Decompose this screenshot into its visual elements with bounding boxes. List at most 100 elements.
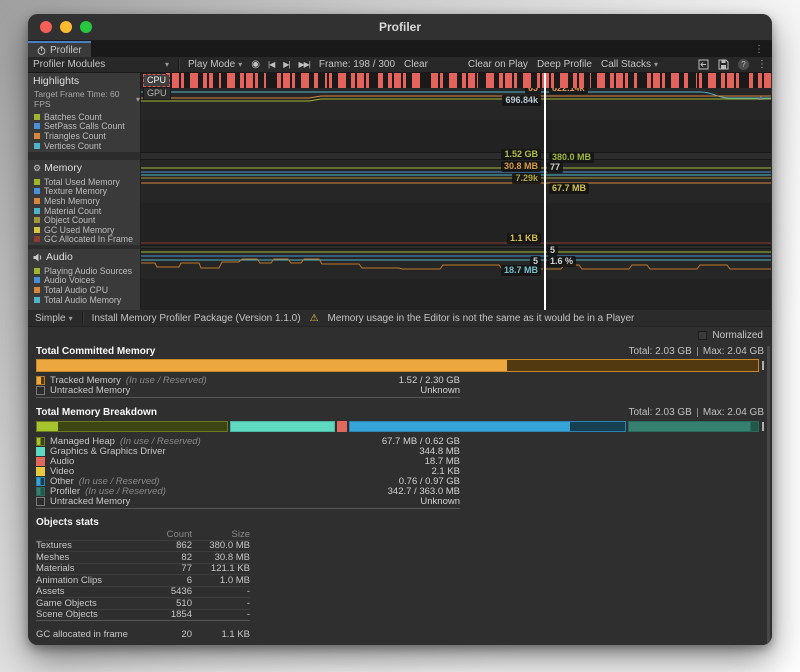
gpu-track-chip[interactable]: GPU — [143, 87, 171, 100]
breakdown-header: Total Memory Breakdown Total: 2.03 GB Ma… — [36, 406, 764, 418]
deep-profile-toggle[interactable]: Deep Profile — [536, 59, 592, 70]
play-mode-dropdown[interactable]: Play Mode ▾ — [188, 59, 243, 70]
target-frame-time-dropdown[interactable]: Target Frame Time: 60 FPS ▾ — [34, 89, 140, 109]
legend-swatch — [34, 267, 40, 274]
legend-swatch — [34, 123, 40, 130]
stopwatch-icon — [37, 45, 46, 55]
chart-label: 5 — [529, 256, 541, 267]
legend-item[interactable]: GC Allocated In Frame — [28, 234, 140, 244]
graphics-segment[interactable] — [229, 421, 336, 432]
previous-frame-icon[interactable]: |◀ — [268, 60, 275, 69]
gc-allocated-row: GC allocated in frame 20 1.1 KB — [36, 628, 250, 640]
other-segment[interactable] — [348, 421, 627, 432]
objects-stats: Objects stats Count Size Textures 862 38… — [36, 517, 250, 640]
legend-item[interactable]: GC Used Memory — [28, 225, 140, 235]
legend-item[interactable]: Audio Voices — [28, 275, 140, 285]
legend-swatch — [34, 286, 40, 293]
module-highlights[interactable]: Highlights Target Frame Time: 60 FPS ▾ B… — [28, 73, 140, 152]
managed-heap-segment[interactable] — [36, 421, 228, 432]
tab-profiler[interactable]: Profiler — [28, 41, 91, 57]
module-memory[interactable]: ⚙ Memory Total Used Memory Texture Memor… — [28, 160, 140, 245]
chevron-down-icon: ▾ — [135, 94, 140, 104]
tab-bar: Profiler ⋮ — [28, 41, 772, 57]
last-frame-icon[interactable]: ▶▶| — [298, 60, 310, 69]
legend-item[interactable]: Total Audio Memory — [28, 295, 140, 305]
cpu-track-chip[interactable]: CPU — [143, 74, 171, 87]
minimize-button[interactable] — [60, 21, 72, 33]
memory-row[interactable]: Other (In use / Reserved) 0.76 / 0.97 GB — [36, 476, 460, 487]
next-frame-icon[interactable]: ▶| — [283, 60, 290, 69]
chart-label: 63 — [524, 83, 541, 94]
breakdown-bar-row — [36, 420, 764, 433]
audio-segment[interactable] — [337, 421, 347, 432]
module-audio[interactable]: Audio Playing Audio Sources Audio Voices… — [28, 249, 140, 310]
save-profile-icon[interactable] — [718, 59, 730, 71]
load-profile-icon[interactable] — [698, 59, 710, 71]
table-row[interactable]: Materials 77 121.1 KB — [36, 562, 250, 575]
chart-canvas[interactable]: CPU GPU 63 822.14k 696.84k 1.52 GB 380.0… — [141, 73, 771, 310]
legend-item[interactable]: Vertices Count — [28, 141, 140, 151]
gear-icon[interactable]: ⚙ — [33, 162, 42, 173]
breakdown-max: Max: 2.04 GB — [702, 406, 764, 418]
legend-item[interactable]: Playing Audio Sources — [28, 266, 140, 276]
cpu-frame-bars[interactable] — [166, 73, 771, 88]
memory-row[interactable]: Managed Heap (In use / Reserved) 67.7 MB… — [36, 436, 460, 447]
tab-menu-kebab-icon[interactable]: ⋮ — [754, 43, 764, 55]
objects-stats-title: Objects stats — [36, 517, 99, 528]
table-row[interactable]: Game Objects 510 - — [36, 597, 250, 609]
normalized-checkbox[interactable] — [698, 330, 708, 340]
profiler-segment[interactable] — [628, 421, 759, 432]
table-row[interactable]: Scene Objects 1854 - — [36, 608, 250, 621]
committed-total: Total: 2.03 GB — [628, 345, 692, 357]
memory-row[interactable]: Untracked Memory Unknown — [36, 496, 460, 507]
window-titlebar[interactable]: Profiler — [28, 14, 772, 41]
legend-item[interactable]: Mesh Memory — [28, 196, 140, 206]
memory-row[interactable]: Profiler (In use / Reserved) 342.7 / 363… — [36, 486, 460, 497]
toolbar-kebab-icon[interactable]: ⋮ — [756, 59, 767, 70]
legend-item[interactable]: Texture Memory — [28, 186, 140, 196]
memory-row[interactable]: Video 2.1 KB — [36, 466, 460, 477]
call-stacks-dropdown[interactable]: Call Stacks ▾ — [600, 59, 658, 70]
memory-row[interactable]: Untracked Memory Unknown — [36, 385, 460, 396]
memory-row[interactable]: Audio 18.7 MB — [36, 456, 460, 467]
legend-item[interactable]: Batches Count — [28, 112, 140, 122]
memory-row[interactable]: Graphics & Graphics Driver 344.8 MB — [36, 446, 460, 457]
memory-row[interactable]: Tracked Memory (In use / Reserved) 1.52 … — [36, 375, 460, 386]
record-icon[interactable]: ◉ — [251, 59, 260, 70]
install-package-link[interactable]: Install Memory Profiler Package (Version… — [91, 312, 301, 324]
view-mode-dropdown[interactable]: Simple ▾ — [35, 312, 73, 324]
profiler-main-area: Highlights Target Frame Time: 60 FPS ▾ B… — [28, 73, 772, 310]
color-swatch — [36, 456, 45, 466]
legend-item[interactable]: Object Count — [28, 215, 140, 225]
chart-label: 1.52 GB — [501, 149, 541, 160]
table-row[interactable]: Textures 862 380.0 MB — [36, 539, 250, 552]
close-button[interactable] — [40, 21, 52, 33]
chart-label: 380.0 MB — [549, 152, 595, 163]
chart-label: 18.7 MB — [500, 265, 541, 276]
vertical-scrollbar[interactable] — [767, 346, 770, 645]
color-swatch — [36, 436, 45, 446]
profiler-modules-dropdown[interactable]: Profiler Modules ▾ — [33, 59, 169, 70]
maximize-button[interactable] — [80, 21, 92, 33]
table-row[interactable]: Assets 5436 - — [36, 585, 250, 598]
legend-item[interactable]: Total Used Memory — [28, 177, 140, 187]
legend-item[interactable]: Total Audio CPU — [28, 285, 140, 295]
chart-lines — [141, 88, 771, 310]
chart-label: 696.84k — [502, 95, 541, 106]
legend-item[interactable]: SetPass Calls Count — [28, 121, 140, 131]
legend-swatch — [34, 188, 40, 195]
traffic-lights — [40, 21, 92, 33]
toolbar-separator — [81, 312, 83, 324]
chart-label: 5 — [547, 245, 559, 256]
table-row[interactable]: Meshes 82 30.8 MB — [36, 551, 250, 563]
scroll-up-icon[interactable]: ▲ — [757, 93, 765, 102]
legend-item[interactable]: Material Count — [28, 206, 140, 216]
profiler-window: Profiler Profiler ⋮ Profiler Modules ▾ P… — [28, 14, 772, 645]
clear-on-play-toggle[interactable]: Clear on Play — [467, 59, 528, 70]
help-icon[interactable]: ? — [737, 59, 749, 70]
table-row[interactable]: Animation Clips 6 1.0 MB — [36, 574, 250, 586]
playhead-line[interactable] — [544, 73, 546, 310]
clear-button[interactable]: Clear — [404, 59, 428, 70]
legend-item[interactable]: Triangles Count — [28, 131, 140, 141]
